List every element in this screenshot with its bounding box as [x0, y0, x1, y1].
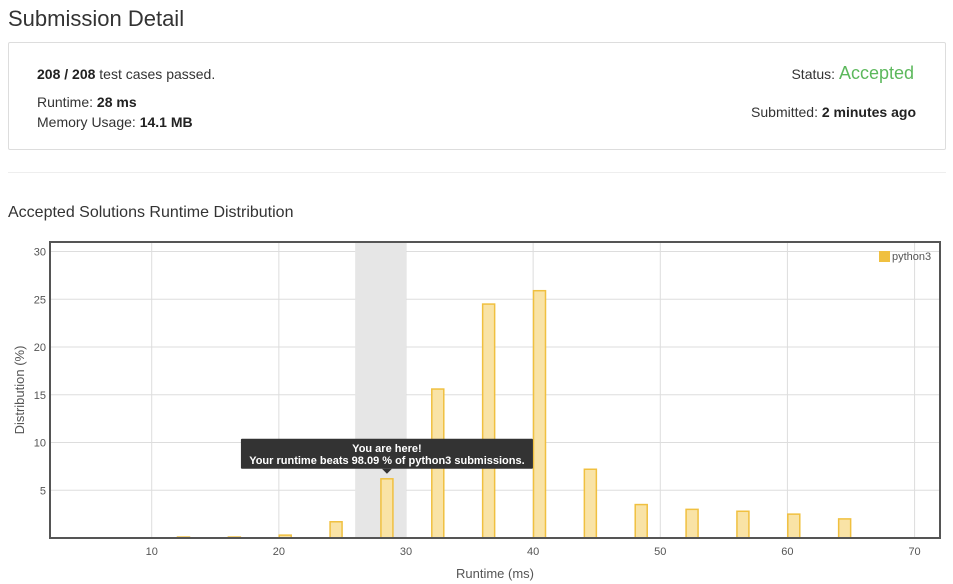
submitted-label: Submitted:	[751, 104, 822, 120]
y-tick-label: 30	[34, 247, 46, 259]
bar[interactable]	[837, 518, 852, 539]
submitted-value: 2 minutes ago	[821, 104, 916, 120]
bar[interactable]	[481, 303, 496, 539]
y-axis-label: Distribution (%)	[12, 346, 27, 435]
cases-total: 208	[72, 66, 96, 82]
runtime-value: 28 ms	[96, 94, 137, 110]
plot-border	[49, 241, 941, 539]
y-tick-label: 15	[34, 390, 46, 402]
memory-label: Memory Usage:	[37, 114, 140, 130]
cases-separator: /	[60, 66, 73, 82]
x-axis-label: Runtime (ms)	[456, 566, 534, 581]
bar[interactable]	[736, 510, 750, 539]
cases-suffix: test cases passed.	[95, 66, 216, 82]
x-tick-label: 30	[400, 546, 412, 558]
status-line: Status: Accepted	[791, 62, 914, 85]
y-tick-label: 20	[34, 342, 46, 354]
bar[interactable]	[532, 289, 547, 539]
tooltip-title: You are here!	[352, 443, 422, 455]
x-tick-label: 60	[781, 546, 793, 558]
x-tick-label: 70	[908, 546, 920, 558]
tooltip-arrow	[381, 468, 392, 474]
runtime-label: Runtime:	[37, 94, 97, 110]
runtime-line: Runtime: 28 ms	[37, 93, 137, 111]
bar[interactable]	[634, 503, 648, 539]
chart-legend[interactable]: python3	[879, 251, 931, 263]
tick-label-layer: 10 20 30 40 50 60 70 5 10 15 20 25 30	[34, 247, 921, 558]
memory-line: Memory Usage: 14.1 MB	[37, 113, 193, 131]
page-title: Submission Detail	[8, 6, 185, 31]
legend-swatch	[879, 251, 890, 262]
x-tick-label: 20	[273, 546, 285, 558]
memory-value: 14.1 MB	[139, 114, 193, 130]
legend-label-python3: python3	[892, 251, 931, 263]
y-tick-label: 5	[40, 485, 46, 497]
tooltip-box	[240, 438, 533, 469]
tooltip-body: Your runtime beats 98.09 % of python3 su…	[249, 455, 524, 467]
bar[interactable]	[329, 521, 343, 539]
bar-layer	[176, 289, 852, 539]
submission-detail-panel: 208 / 208 test cases passed. Runtime: 28…	[8, 42, 946, 150]
test-cases-summary: 208 / 208 test cases passed.	[37, 65, 215, 83]
x-tick-label: 50	[654, 546, 666, 558]
bar[interactable]	[685, 508, 699, 539]
status-label: Status:	[791, 66, 839, 82]
section-divider	[8, 172, 946, 173]
bar[interactable]	[583, 468, 598, 539]
x-tick-label: 40	[527, 546, 539, 558]
runtime-tooltip: You are here! Your runtime beats 98.09 %…	[240, 438, 533, 474]
bar[interactable]	[787, 513, 801, 539]
section-title: Accepted Solutions Runtime Distribution	[8, 204, 294, 221]
bar[interactable]	[380, 478, 394, 539]
submitted-line: Submitted: 2 minutes ago	[751, 103, 916, 121]
y-tick-label: 25	[34, 294, 46, 306]
cases-passed: 208	[37, 66, 61, 82]
x-tick-label: 10	[146, 546, 158, 558]
status-badge[interactable]: Accepted	[838, 63, 914, 83]
y-tick-label: 10	[34, 438, 46, 450]
